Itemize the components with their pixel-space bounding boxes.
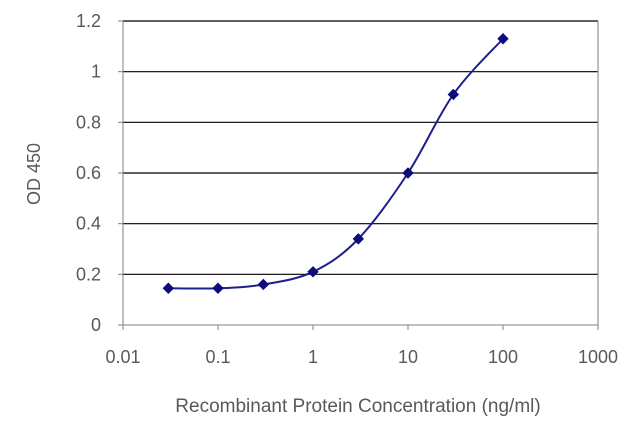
y-tick-label: 0: [91, 315, 101, 335]
data-points: [162, 33, 509, 294]
data-point: [447, 88, 460, 101]
data-point: [162, 282, 175, 294]
x-tick-label: 0.1: [205, 347, 230, 367]
x-tick-labels: 0.01 0.1 1 10 100 1000: [105, 347, 618, 367]
data-point: [402, 167, 414, 179]
y-tick-label: 0.8: [76, 112, 101, 132]
gridlines: [123, 20, 598, 275]
x-tick-label: 1000: [578, 347, 618, 367]
data-point: [257, 278, 270, 291]
x-axis-title: Recombinant Protein Concentration (ng/ml…: [175, 396, 540, 417]
series-line: [168, 38, 504, 290]
x-tick-label: 100: [488, 347, 518, 367]
axes: [118, 20, 599, 330]
x-tick-label: 0.01: [105, 347, 140, 367]
data-point: [497, 33, 509, 45]
data-point: [352, 233, 365, 245]
data-point: [307, 266, 319, 278]
data-point: [212, 282, 224, 294]
series: [168, 38, 504, 290]
x-tick-label: 1: [308, 347, 318, 367]
y-axis-title: OD 450: [24, 143, 44, 205]
y-tick-label: 1.2: [76, 11, 101, 31]
y-tick-label: 1: [91, 62, 101, 82]
y-tick-label: 0.4: [76, 214, 101, 234]
x-tick-label: 10: [398, 347, 418, 367]
y-tick-label: 0.6: [76, 163, 101, 183]
y-tick-labels: 0 0.2 0.4 0.6 0.8 1 1.2: [76, 11, 101, 335]
y-tick-label: 0.2: [76, 264, 101, 284]
